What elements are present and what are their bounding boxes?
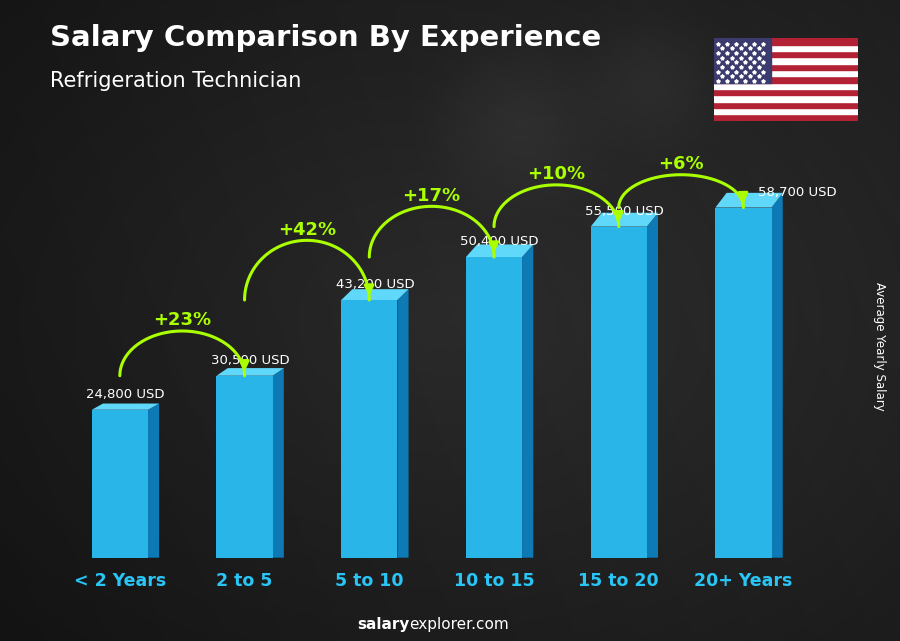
Bar bbox=[714, 114, 858, 121]
Bar bbox=[341, 300, 397, 558]
Polygon shape bbox=[341, 289, 409, 300]
Bar bbox=[714, 101, 858, 108]
Text: 43,200 USD: 43,200 USD bbox=[336, 278, 414, 291]
Polygon shape bbox=[590, 213, 658, 227]
Text: 24,800 USD: 24,800 USD bbox=[86, 388, 165, 401]
Text: explorer.com: explorer.com bbox=[410, 617, 509, 633]
Text: 30,500 USD: 30,500 USD bbox=[211, 354, 290, 367]
Text: Salary Comparison By Experience: Salary Comparison By Experience bbox=[50, 24, 601, 53]
Bar bbox=[714, 70, 858, 76]
Bar bbox=[714, 83, 858, 89]
Polygon shape bbox=[771, 193, 783, 558]
Text: 50,400 USD: 50,400 USD bbox=[460, 235, 539, 248]
Bar bbox=[714, 38, 771, 83]
Polygon shape bbox=[466, 244, 534, 257]
Bar bbox=[714, 108, 858, 114]
Bar bbox=[92, 410, 148, 558]
Text: Average Yearly Salary: Average Yearly Salary bbox=[873, 282, 886, 410]
Bar bbox=[714, 58, 858, 63]
Bar bbox=[590, 227, 647, 558]
Bar bbox=[714, 89, 858, 96]
Polygon shape bbox=[716, 193, 783, 208]
Text: salary: salary bbox=[357, 617, 410, 633]
Bar bbox=[714, 96, 858, 101]
Polygon shape bbox=[397, 289, 409, 558]
Bar bbox=[714, 38, 858, 45]
Bar bbox=[714, 76, 858, 83]
Bar bbox=[714, 63, 858, 70]
Text: Refrigeration Technician: Refrigeration Technician bbox=[50, 71, 301, 90]
Bar bbox=[714, 45, 858, 51]
Bar bbox=[217, 376, 273, 558]
Text: 58,700 USD: 58,700 USD bbox=[759, 186, 837, 199]
Polygon shape bbox=[217, 368, 284, 376]
Text: +6%: +6% bbox=[658, 155, 704, 173]
Bar bbox=[714, 51, 858, 58]
Text: +10%: +10% bbox=[527, 165, 585, 183]
Polygon shape bbox=[522, 244, 534, 558]
Text: +23%: +23% bbox=[153, 312, 211, 329]
Polygon shape bbox=[148, 404, 159, 558]
Bar bbox=[716, 208, 771, 558]
Polygon shape bbox=[92, 404, 159, 410]
Text: +42%: +42% bbox=[278, 221, 336, 238]
Polygon shape bbox=[647, 213, 658, 558]
Text: 55,500 USD: 55,500 USD bbox=[585, 204, 664, 218]
Bar bbox=[466, 257, 522, 558]
Polygon shape bbox=[273, 368, 284, 558]
Text: +17%: +17% bbox=[402, 187, 461, 204]
